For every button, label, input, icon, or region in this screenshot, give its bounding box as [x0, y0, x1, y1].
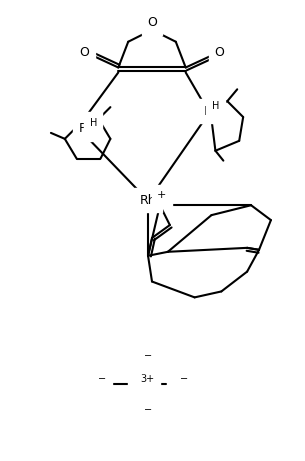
Text: −: − — [144, 351, 152, 361]
Text: O: O — [214, 46, 224, 59]
Text: H: H — [212, 101, 219, 111]
Text: P: P — [79, 123, 86, 136]
Text: −: − — [180, 373, 188, 384]
Text: F: F — [138, 355, 146, 367]
Text: 3+: 3+ — [140, 373, 154, 384]
Text: +: + — [157, 190, 167, 201]
Text: P: P — [204, 105, 211, 118]
Text: F: F — [138, 400, 146, 413]
Text: O: O — [147, 17, 157, 30]
Text: −: − — [144, 405, 152, 415]
Text: −: − — [99, 373, 106, 384]
Text: H: H — [90, 118, 97, 128]
Text: F: F — [94, 377, 101, 390]
Text: Rh: Rh — [140, 194, 156, 207]
Text: B: B — [134, 377, 142, 390]
Text: O: O — [80, 46, 90, 59]
Text: F: F — [175, 377, 182, 390]
